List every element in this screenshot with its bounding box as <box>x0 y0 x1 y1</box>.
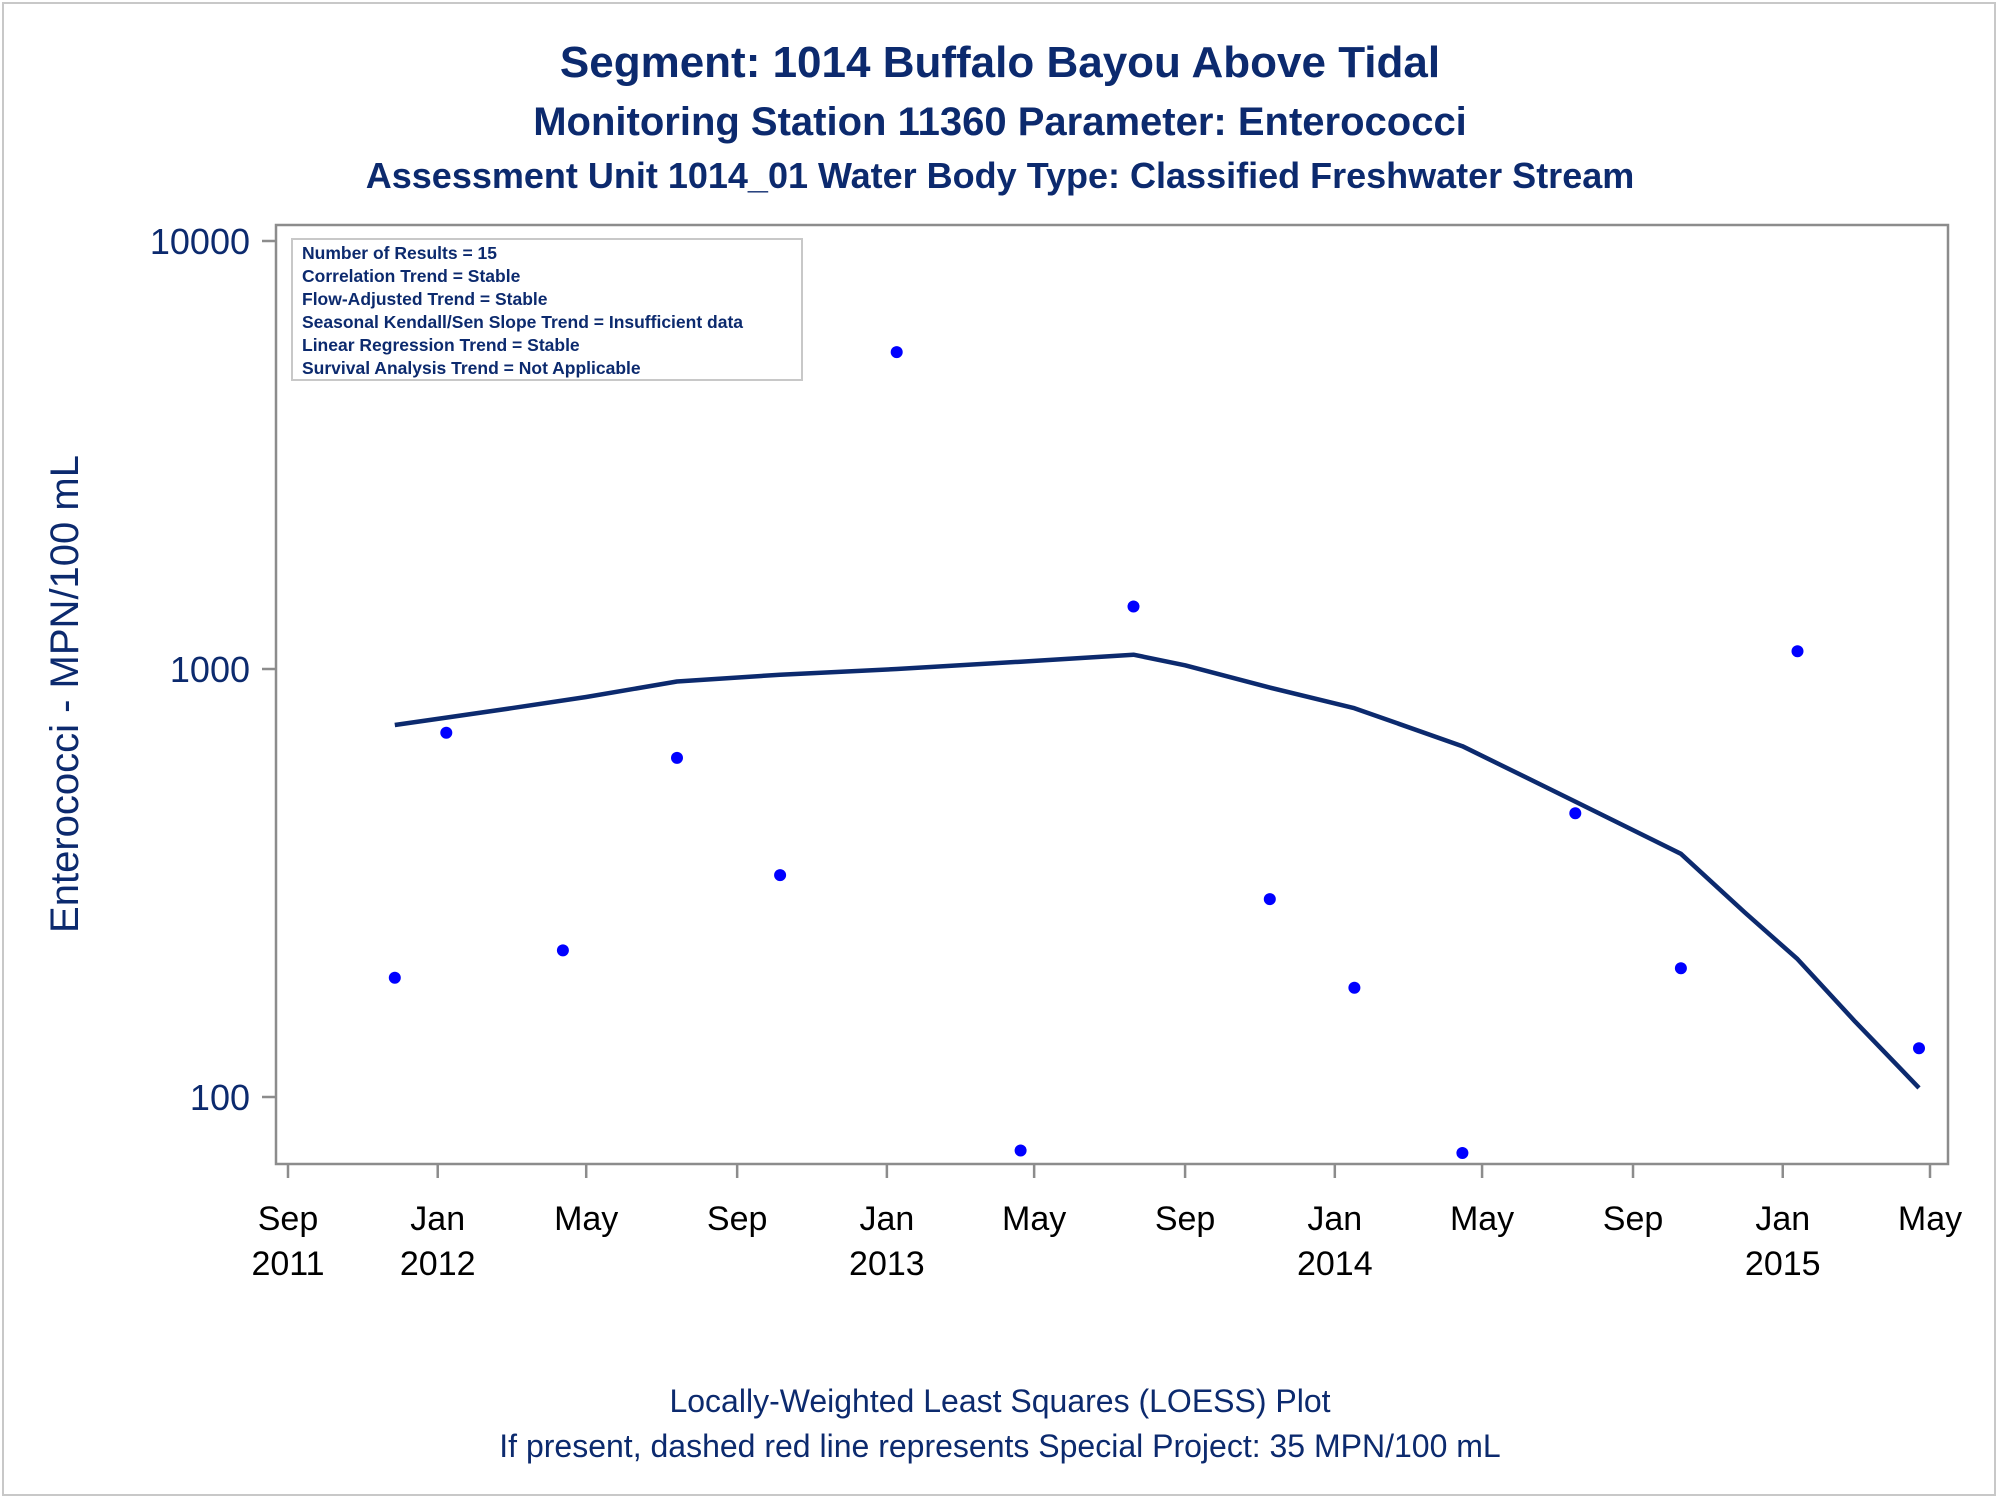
data-point <box>388 971 401 984</box>
x-tick-label-year: 2013 <box>849 1245 925 1283</box>
x-tick-label: Jan <box>410 1200 465 1238</box>
data-point <box>890 346 903 359</box>
x-tick-label: Sep <box>1155 1200 1216 1238</box>
chart-title: Segment: 1014 Buffalo Bayou Above Tidal <box>559 38 1441 87</box>
data-point <box>1014 1144 1027 1157</box>
x-tick-label: Jan <box>1755 1200 1810 1238</box>
data-point <box>1263 893 1276 906</box>
data-point <box>556 944 569 957</box>
loess-line <box>394 652 1921 1090</box>
data-point <box>1127 600 1140 613</box>
stat-line: Correlation Trend = Stable <box>302 266 521 286</box>
plot-frame <box>274 223 1950 1166</box>
data-point <box>1348 981 1361 994</box>
x-tick-label: May <box>554 1200 618 1238</box>
y-tick-label: 1000 <box>170 649 250 690</box>
chart-subtitle: Monitoring Station 11360 Parameter: Ente… <box>533 100 1467 144</box>
y-axis-title: Enterococci - MPN/100 mL <box>43 455 87 933</box>
stats-box: Number of Results = 15 Correlation Trend… <box>291 238 803 381</box>
y-axis: 100 1000 10000 <box>150 221 276 1118</box>
x-tick-label: May <box>1002 1200 1066 1238</box>
x-tick-label: Jan <box>1307 1200 1362 1238</box>
x-tick-label: Sep <box>258 1200 319 1238</box>
stat-line: Flow-Adjusted Trend = Stable <box>302 289 548 309</box>
stat-line: Survival Analysis Trend = Not Applicable <box>302 358 641 378</box>
x-tick-label: May <box>1450 1200 1514 1238</box>
data-point <box>1913 1042 1925 1055</box>
x-tick-label: Sep <box>1603 1200 1664 1238</box>
x-axis: Sep 2011 Jan 2012 May Sep Jan 2013 May Sep Jan 2014… <box>251 1164 1962 1283</box>
stat-line: Number of Results = 15 <box>302 243 497 263</box>
x-tick-label-year: 2015 <box>1745 1245 1821 1283</box>
x-tick-label: May <box>1898 1200 1962 1238</box>
y-tick-label: 100 <box>190 1077 250 1118</box>
y-tick-label: 10000 <box>150 221 250 262</box>
x-tick-label: Sep <box>707 1200 768 1238</box>
data-point <box>1569 807 1582 820</box>
stat-line: Linear Regression Trend = Stable <box>302 335 580 355</box>
footnote-loess: Locally-Weighted Least Squares (LOESS) P… <box>669 1383 1331 1419</box>
plot-series <box>388 346 1925 1159</box>
stats-box-frame <box>291 238 803 381</box>
data-point <box>440 726 453 739</box>
data-point <box>774 869 787 882</box>
data-point <box>1456 1147 1469 1159</box>
x-tick-label: Jan <box>859 1200 914 1238</box>
data-point <box>671 751 683 764</box>
data-point <box>1791 645 1804 658</box>
chart-subtitle-2: Assessment Unit 1014_01 Water Body Type:… <box>365 155 1635 196</box>
stat-line: Seasonal Kendall/Sen Slope Trend = Insuf… <box>302 312 743 332</box>
x-tick-label-year: 2014 <box>1297 1245 1373 1283</box>
x-tick-label-year: 2011 <box>251 1245 324 1283</box>
footnote-special-project: If present, dashed red line represents S… <box>499 1428 1501 1464</box>
data-point <box>1674 962 1687 975</box>
x-tick-label-year: 2012 <box>400 1245 476 1283</box>
